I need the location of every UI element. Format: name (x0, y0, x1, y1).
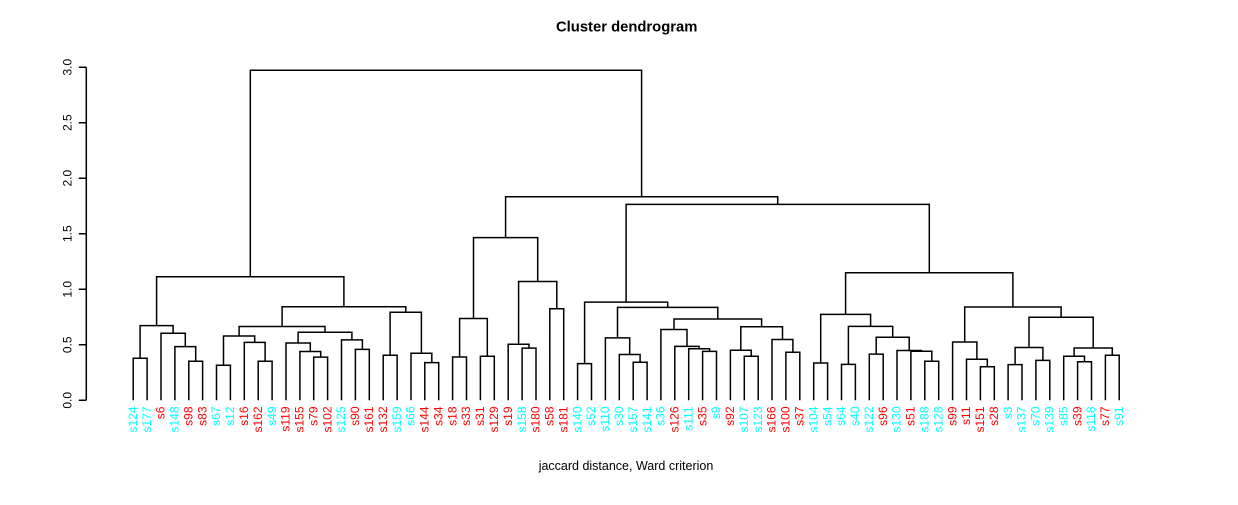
svg-text:s110: s110 (598, 406, 612, 431)
svg-text:s124: s124 (126, 406, 140, 432)
svg-text:s130: s130 (890, 406, 904, 432)
svg-text:s148: s148 (168, 406, 182, 432)
svg-text:s155: s155 (293, 406, 307, 432)
svg-text:s77: s77 (1098, 406, 1112, 426)
svg-text:s139: s139 (1043, 406, 1057, 432)
svg-text:s6: s6 (154, 406, 168, 419)
svg-text:s188: s188 (918, 406, 932, 432)
svg-text:s161: s161 (362, 406, 376, 432)
svg-text:s64: s64 (834, 406, 848, 426)
svg-text:s119: s119 (279, 406, 293, 431)
svg-text:s99: s99 (945, 406, 959, 426)
svg-text:s118: s118 (1084, 406, 1098, 431)
svg-text:s19: s19 (501, 406, 515, 426)
svg-text:s83: s83 (195, 406, 209, 426)
svg-text:s123: s123 (751, 406, 765, 432)
svg-text:s35: s35 (695, 406, 709, 426)
svg-text:s91: s91 (1112, 406, 1126, 426)
svg-text:s128: s128 (931, 406, 945, 432)
svg-text:s129: s129 (487, 406, 501, 432)
svg-text:s40: s40 (848, 406, 862, 426)
svg-text:s126: s126 (668, 406, 682, 432)
svg-text:1.5: 1.5 (60, 225, 74, 242)
svg-text:2.0: 2.0 (60, 170, 74, 187)
svg-text:s100: s100 (779, 406, 793, 432)
svg-text:s140: s140 (570, 406, 584, 432)
svg-text:s181: s181 (556, 406, 570, 432)
svg-text:s107: s107 (737, 406, 751, 432)
svg-text:0.5: 0.5 (60, 336, 74, 353)
svg-text:s52: s52 (584, 406, 598, 426)
svg-text:0.0: 0.0 (60, 392, 74, 409)
svg-text:s70: s70 (1029, 406, 1043, 426)
svg-text:s180: s180 (529, 406, 543, 432)
svg-text:Cluster dendrogram: Cluster dendrogram (556, 20, 697, 36)
svg-text:s33: s33 (459, 406, 473, 426)
svg-text:s158: s158 (515, 406, 529, 432)
svg-text:s9: s9 (709, 406, 723, 419)
svg-text:s102: s102 (320, 406, 334, 432)
svg-text:s28: s28 (987, 406, 1001, 426)
svg-text:s92: s92 (723, 406, 737, 426)
svg-text:s85: s85 (1056, 406, 1070, 426)
svg-text:s31: s31 (473, 406, 487, 426)
svg-text:s11: s11 (959, 406, 973, 425)
svg-text:s111: s111 (681, 406, 695, 431)
svg-text:1.0: 1.0 (60, 281, 74, 298)
svg-text:s18: s18 (445, 406, 459, 426)
svg-text:s12: s12 (223, 406, 237, 426)
svg-text:s37: s37 (793, 406, 807, 426)
svg-text:s104: s104 (806, 406, 820, 432)
svg-text:s144: s144 (418, 406, 432, 432)
svg-text:s79: s79 (306, 406, 320, 426)
svg-text:s54: s54 (820, 406, 834, 426)
svg-text:s162: s162 (251, 406, 265, 432)
svg-text:s151: s151 (973, 406, 987, 432)
svg-text:s3: s3 (1001, 406, 1015, 419)
svg-text:2.5: 2.5 (60, 114, 74, 131)
svg-text:s58: s58 (543, 406, 557, 426)
svg-text:s34: s34 (431, 406, 445, 426)
svg-text:s90: s90 (348, 406, 362, 426)
svg-text:s137: s137 (1015, 406, 1029, 432)
svg-text:s166: s166 (765, 406, 779, 432)
svg-text:s98: s98 (182, 406, 196, 426)
svg-text:s30: s30 (612, 406, 626, 426)
svg-text:s36: s36 (654, 406, 668, 426)
svg-text:s177: s177 (140, 406, 154, 432)
svg-text:s66: s66 (404, 406, 418, 426)
svg-text:s51: s51 (904, 406, 918, 426)
svg-text:s159: s159 (390, 406, 404, 432)
svg-text:s157: s157 (626, 406, 640, 432)
svg-text:s49: s49 (265, 406, 279, 426)
svg-text:s141: s141 (640, 406, 654, 432)
svg-text:jaccard distance, Ward criteri: jaccard distance, Ward criterion (538, 459, 714, 473)
svg-text:s122: s122 (862, 406, 876, 432)
svg-text:s16: s16 (237, 406, 251, 426)
svg-text:s132: s132 (376, 406, 390, 432)
svg-text:s67: s67 (209, 406, 223, 426)
svg-text:s96: s96 (876, 406, 890, 426)
svg-text:s39: s39 (1070, 406, 1084, 426)
svg-text:s125: s125 (334, 406, 348, 432)
svg-text:3.0: 3.0 (60, 59, 74, 76)
